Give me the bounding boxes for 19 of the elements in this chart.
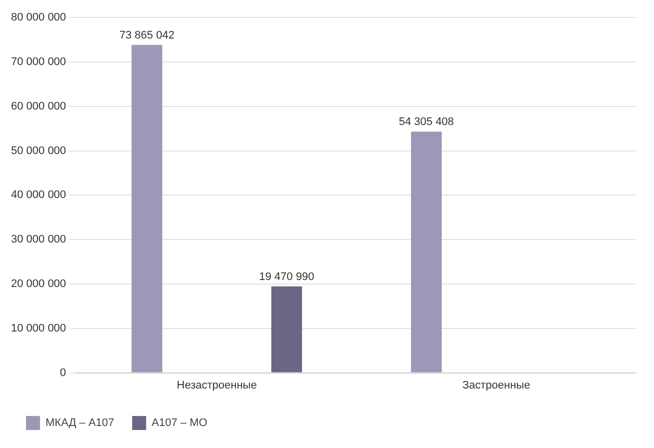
y-tick-label: 40 000 000 [10,189,66,202]
data-label: 73 865 042 [119,29,174,42]
y-tick-label: 70 000 000 [10,56,66,68]
y-tick-label: 0 [60,366,66,379]
bar [411,132,442,372]
bar [132,44,162,372]
x-tick-label: Застроенные [462,379,530,392]
y-tick-label: 10 000 000 [10,322,66,334]
y-tick-label: 20 000 000 [10,278,66,290]
y-tick-label: 30 000 000 [10,234,66,246]
legend-label: МКАД – А107 [46,417,114,430]
x-tick-label: Незастроенные [176,379,257,392]
y-tick-label: 60 000 000 [10,100,66,112]
y-tick-label: 50 000 000 [10,144,66,157]
bar [271,286,302,372]
data-label: 54 305 408 [398,116,454,128]
y-tick-label: 80 000 000 [10,12,66,24]
legend-label: А107 – МО [152,417,208,430]
data-label: 19 470 990 [259,270,314,283]
